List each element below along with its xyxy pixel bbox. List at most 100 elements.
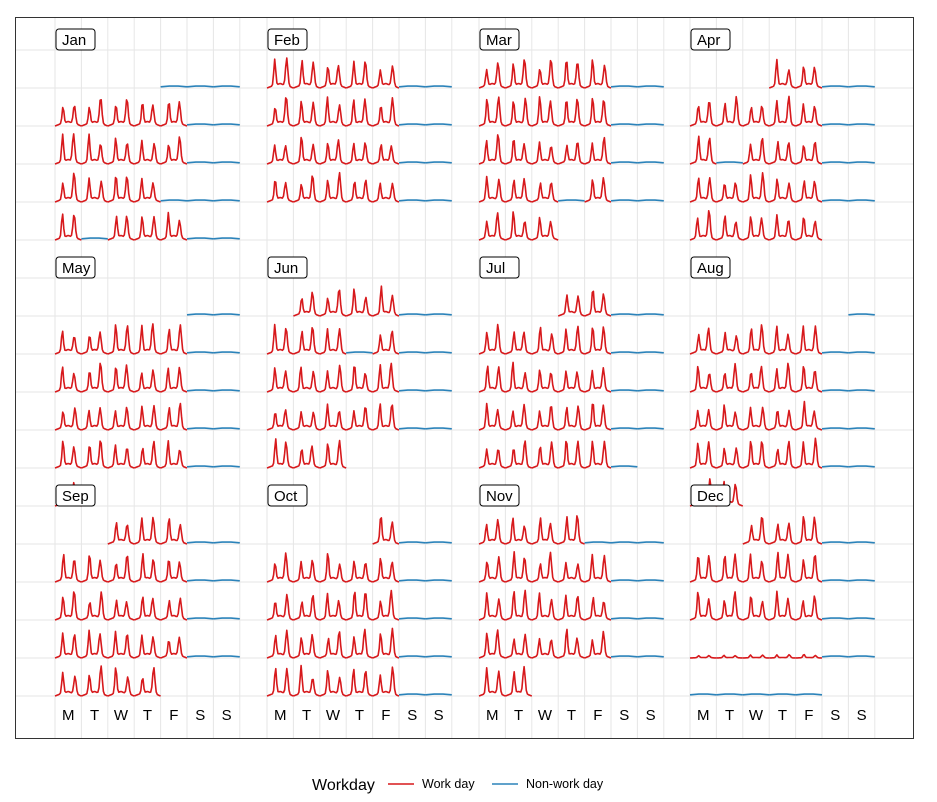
- work-day-line: [557, 142, 585, 165]
- non-work-day-line: [425, 389, 452, 392]
- work-day-line: [54, 407, 82, 431]
- non-work-day-line: [213, 85, 240, 88]
- non-work-day-line: [637, 199, 664, 202]
- work-day-line: [505, 211, 533, 241]
- work-day-line: [160, 366, 188, 393]
- work-day-line: [81, 591, 109, 621]
- work-day-line: [54, 440, 82, 469]
- month-label-box: [267, 28, 308, 51]
- work-day-line: [795, 555, 823, 583]
- legend: Workday Work day Non-work day: [312, 777, 604, 794]
- work-day-line: [372, 182, 400, 203]
- work-day-line: [531, 592, 559, 621]
- work-day-line: [795, 653, 823, 659]
- work-day-line: [160, 560, 188, 583]
- non-work-day-line: [637, 123, 664, 126]
- work-day-line: [319, 289, 347, 317]
- work-day-line: [160, 324, 188, 355]
- work-day-line: [584, 553, 612, 583]
- non-work-day-line: [425, 655, 452, 658]
- work-day-line: [54, 553, 82, 583]
- work-day-line: [689, 135, 717, 165]
- work-day-line: [160, 101, 188, 127]
- work-day-line: [768, 178, 796, 203]
- non-work-day-line: [213, 237, 240, 240]
- work-day-line: [742, 137, 770, 165]
- weekday-tick-label: S: [619, 707, 629, 724]
- work-day-line: [160, 440, 188, 469]
- non-work-day-line: [398, 351, 426, 354]
- month-label: Jul: [486, 260, 505, 277]
- month-label: Sep: [62, 488, 89, 505]
- non-work-day-line: [213, 351, 240, 354]
- non-work-day-line: [213, 617, 240, 620]
- non-work-day-line: [398, 541, 426, 544]
- non-work-day-line: [558, 199, 585, 202]
- work-day-line: [689, 408, 717, 431]
- work-day-line: [768, 58, 796, 89]
- work-day-line: [716, 215, 744, 241]
- non-work-day-line: [425, 123, 452, 126]
- month-label: Feb: [274, 32, 300, 49]
- work-day-line: [478, 134, 506, 165]
- weekday-tick-label: T: [90, 707, 99, 724]
- work-day-line: [478, 365, 506, 393]
- work-day-line: [689, 365, 717, 393]
- work-day-line: [293, 559, 321, 583]
- month-label-box: [690, 28, 731, 51]
- weekday-tick-label: T: [143, 707, 152, 724]
- non-work-day-line: [742, 693, 770, 696]
- work-day-line: [557, 98, 585, 127]
- non-work-day-line: [213, 313, 240, 316]
- non-work-day-line: [213, 123, 240, 126]
- non-work-day-line: [425, 617, 452, 620]
- non-work-day-line: [637, 389, 664, 392]
- work-day-line: [584, 326, 612, 355]
- non-work-day-line: [610, 389, 638, 392]
- work-day-line: [266, 323, 294, 355]
- work-day-line: [768, 95, 796, 127]
- work-day-line: [107, 99, 135, 127]
- work-day-line: [531, 141, 559, 165]
- non-work-day-line: [213, 465, 240, 468]
- work-day-line: [345, 60, 373, 89]
- work-day-line: [768, 522, 796, 545]
- work-day-line: [160, 136, 188, 165]
- work-day-line: [584, 177, 612, 203]
- work-day-line: [319, 96, 347, 127]
- work-day-line: [478, 323, 506, 355]
- non-work-day-line: [716, 161, 743, 164]
- non-work-day-line: [848, 85, 875, 88]
- non-work-day-line: [186, 123, 214, 126]
- non-work-day-line: [821, 541, 849, 544]
- work-day-line: [372, 666, 400, 697]
- work-day-line: [478, 62, 506, 89]
- weekday-tick-label: F: [804, 707, 813, 724]
- work-day-line: [716, 182, 744, 203]
- work-day-line: [716, 591, 744, 621]
- non-work-day-line: [637, 85, 664, 88]
- work-day-line: [133, 139, 161, 165]
- weekday-tick-label: T: [725, 707, 734, 724]
- work-day-line: [531, 406, 559, 431]
- non-work-day-line: [425, 427, 452, 430]
- month-label: May: [62, 260, 91, 277]
- month-panel-oct: Oct: [266, 484, 452, 697]
- work-day-line: [768, 362, 796, 393]
- work-day-line: [266, 57, 294, 89]
- non-work-day-line: [213, 655, 240, 658]
- non-work-day-line: [821, 199, 849, 202]
- work-day-line: [531, 441, 559, 469]
- non-work-day-line: [610, 465, 638, 468]
- non-work-day-line: [848, 313, 875, 316]
- work-day-line: [133, 516, 161, 545]
- work-day-line: [795, 366, 823, 393]
- non-work-day-line: [425, 579, 452, 582]
- non-work-day-line: [425, 85, 452, 88]
- weekday-tick-label: T: [567, 707, 576, 724]
- non-work-day-line: [689, 693, 717, 696]
- non-work-day-line: [610, 123, 638, 126]
- month-label-box: [479, 28, 520, 51]
- non-work-day-line: [186, 465, 214, 468]
- work-day-line: [345, 179, 373, 203]
